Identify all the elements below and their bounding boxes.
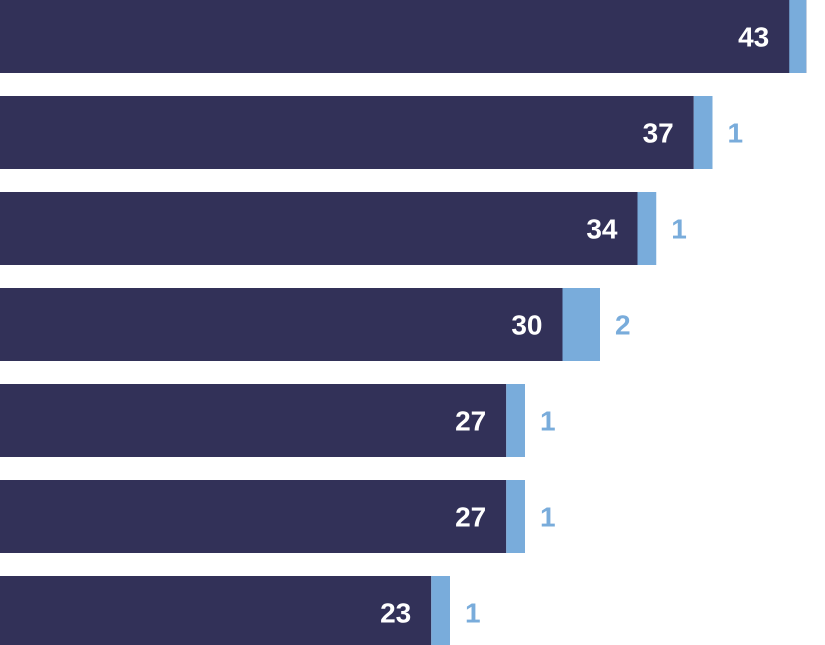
bar-row: 30 2: [0, 288, 631, 361]
bar-primary-segment: [0, 192, 638, 265]
bar-secondary-segment: [562, 288, 600, 361]
bar-secondary-segment: [431, 576, 450, 645]
bar-secondary-value-label: 1: [728, 118, 744, 149]
bar-secondary-value-label: 1: [540, 502, 556, 533]
bars-group: 43 37 1 34 1 30 2 27 1 27 1 23 1: [0, 0, 807, 645]
bar-row: 27 1: [0, 384, 556, 457]
bar-row: 43: [0, 0, 807, 73]
bar-secondary-segment: [637, 192, 657, 265]
bar-value-label: 37: [643, 118, 674, 149]
bar-primary-segment: [0, 480, 507, 553]
bar-secondary-value-label: 2: [615, 310, 631, 341]
bar-row: 34 1: [0, 192, 687, 265]
bar-row: 37 1: [0, 96, 743, 169]
bar-value-label: 27: [455, 502, 486, 533]
bar-primary-segment: [0, 96, 694, 169]
bar-secondary-segment: [693, 96, 713, 169]
bar-row: 23 1: [0, 576, 481, 645]
bar-secondary-segment: [506, 480, 525, 553]
bar-primary-segment: [0, 384, 507, 457]
bar-secondary-segment: [506, 384, 525, 457]
bar-secondary-value-label: 1: [465, 598, 481, 629]
bar-primary-segment: [0, 0, 807, 73]
bar-value-label: 43: [738, 22, 769, 53]
bar-value-label: 23: [380, 598, 411, 629]
bar-primary-segment: [0, 576, 432, 645]
bar-row: 27 1: [0, 480, 556, 553]
bar-primary-segment: [0, 288, 563, 361]
bar-value-label: 34: [586, 214, 618, 245]
bar-value-label: 30: [511, 310, 542, 341]
bar-secondary-segment: [789, 0, 807, 73]
bar-secondary-value-label: 1: [671, 214, 687, 245]
bar-value-label: 27: [455, 406, 486, 437]
bar-secondary-value-label: 1: [540, 406, 556, 437]
